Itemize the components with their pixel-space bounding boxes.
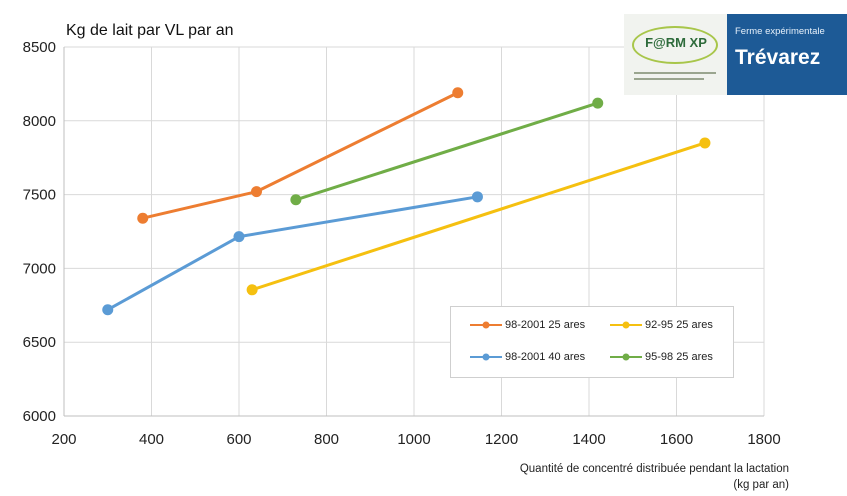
y-tick-label: 6500	[23, 334, 56, 351]
legend-item: 98-2001 25 ares	[469, 319, 585, 331]
logo-ring	[632, 26, 718, 64]
x-tick-label: 1200	[485, 431, 518, 448]
x-tick-label: 1000	[397, 431, 430, 448]
logo-title: Trévarez	[735, 46, 821, 69]
y-tick-label: 6000	[23, 408, 56, 425]
data-point	[251, 186, 262, 198]
legend-marker	[470, 321, 502, 329]
legend-marker	[470, 353, 502, 361]
data-point	[137, 212, 149, 224]
farm-xp-trevarez-logo: F@RM XP Ferme expérimentale Trévarez	[624, 14, 847, 95]
data-point	[290, 194, 302, 206]
x-tick-label: 200	[51, 431, 76, 448]
logo-farm-text: F@RM XP	[645, 35, 707, 50]
data-point	[699, 137, 711, 149]
legend-item: 95-98 25 ares	[609, 351, 713, 363]
logo-fine-print	[634, 78, 704, 80]
data-point	[102, 304, 114, 316]
x-axis-label-line1: Quantité de concentré distribuée pendant…	[519, 463, 789, 475]
data-point	[246, 284, 258, 296]
y-tick-label: 8500	[23, 39, 56, 56]
legend-label: 98-2001 25 ares	[505, 319, 586, 331]
legend-marker	[610, 353, 642, 361]
x-axis-label-line2: (kg par an)	[733, 479, 789, 491]
x-tick-label: 1600	[660, 431, 693, 448]
data-point	[233, 231, 245, 243]
data-point	[452, 87, 464, 99]
legend: 98-2001 25 ares 92-95 25 ares 98-2001 40…	[450, 306, 734, 378]
legend-item: 92-95 25 ares	[609, 319, 713, 331]
logo-right-panel: Ferme expérimentale Trévarez	[727, 14, 847, 95]
x-tick-label: 800	[314, 431, 339, 448]
data-point	[592, 97, 604, 109]
legend-label: 98-2001 40 ares	[505, 351, 586, 363]
x-tick-label: 600	[226, 431, 251, 448]
x-tick-label: 1800	[747, 431, 780, 448]
logo-fine-print	[634, 72, 716, 74]
legend-marker	[610, 321, 642, 329]
logo-left-panel: F@RM XP	[624, 14, 727, 95]
logo-subtitle: Ferme expérimentale	[735, 26, 825, 37]
series-line	[250, 141, 707, 292]
data-point	[471, 191, 483, 203]
legend-label: 95-98 25 ares	[645, 351, 713, 363]
y-tick-label: 7000	[23, 260, 56, 277]
series-group	[102, 87, 711, 316]
chart-title: Kg de lait par VL par an	[66, 22, 234, 39]
y-tick-label: 8000	[23, 113, 56, 130]
series-line	[294, 101, 600, 202]
y-tick-label: 7500	[23, 187, 56, 204]
legend-item: 98-2001 40 ares	[469, 351, 585, 363]
axes: 200 400 600 800 1000 1200 1400 1600 1800 6000 6500…	[23, 39, 781, 448]
legend-label: 92-95 25 ares	[645, 319, 713, 331]
x-tick-label: 400	[139, 431, 164, 448]
x-tick-label: 1400	[572, 431, 605, 448]
